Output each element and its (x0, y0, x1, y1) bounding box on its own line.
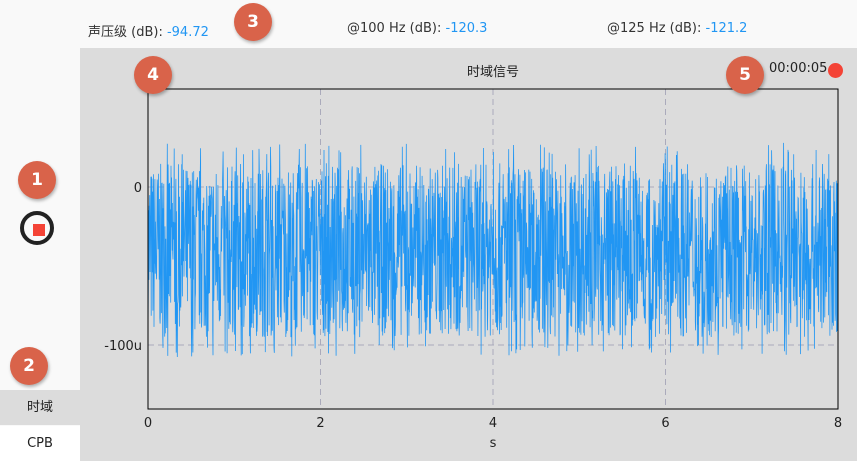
125hz-readout: @125 Hz (dB): -121.2 (607, 21, 748, 36)
tab-cpb[interactable]: CPB (0, 426, 80, 461)
plot-frame (147, 88, 839, 410)
tab-time-domain[interactable]: 时域 (0, 390, 80, 425)
record-timer: 00:00:05 (769, 61, 828, 76)
chart-title: 时域信号 (466, 65, 519, 80)
recording-indicator-icon (828, 63, 843, 78)
sidebar: 时域 CPB (0, 0, 80, 461)
x-tick-label: 6 (661, 416, 669, 431)
y-tick-label: 0 (134, 181, 142, 196)
badge-5: 5 (726, 56, 764, 94)
badge-2: 2 (10, 347, 48, 385)
100hz-readout: @100 Hz (dB): -120.3 (347, 21, 488, 36)
spl-readout: 声压级 (dB): -94.72 (88, 25, 209, 40)
stop-icon (33, 224, 45, 236)
badge-3: 3 (234, 3, 272, 41)
x-axis-label: s (490, 436, 497, 451)
badge-4: 4 (134, 56, 172, 94)
badge-1: 1 (18, 161, 56, 199)
x-tick-label: 2 (316, 416, 324, 431)
x-tick-label: 0 (144, 416, 152, 431)
stop-record-button[interactable] (20, 211, 54, 245)
y-tick-label: -100u (104, 339, 142, 354)
x-tick-label: 8 (834, 416, 842, 431)
signal-line (147, 142, 839, 358)
x-tick-label: 4 (489, 416, 497, 431)
